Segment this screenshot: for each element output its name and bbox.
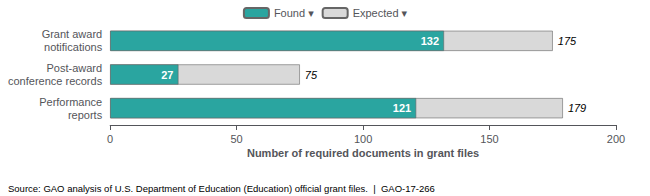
- svg-text:Performance: Performance: [39, 96, 102, 108]
- svg-text:50: 50: [230, 133, 242, 145]
- svg-text:27: 27: [161, 69, 173, 81]
- svg-text:200: 200: [607, 133, 625, 145]
- svg-text:Number of required documents i: Number of required documents in grant fi…: [247, 147, 479, 159]
- svg-text:179: 179: [568, 102, 586, 114]
- svg-text:reports: reports: [68, 109, 103, 121]
- svg-text:conference records: conference records: [8, 75, 103, 87]
- svg-text:75: 75: [305, 69, 318, 81]
- svg-text:Expected ▾: Expected ▾: [353, 7, 408, 19]
- svg-text:notifications: notifications: [44, 41, 103, 53]
- svg-text:175: 175: [558, 35, 577, 47]
- svg-text:Post-award: Post-award: [47, 62, 103, 74]
- svg-text:150: 150: [480, 133, 498, 145]
- svg-text:121: 121: [393, 102, 411, 114]
- svg-text:0: 0: [107, 133, 113, 145]
- svg-text:Source: GAO analysis of U.S. D: Source: GAO analysis of U.S. Department …: [8, 183, 435, 194]
- svg-text:100: 100: [354, 133, 372, 145]
- svg-text:132: 132: [421, 35, 439, 47]
- svg-text:Grant award: Grant award: [42, 28, 103, 40]
- svg-text:Found ▾: Found ▾: [274, 7, 314, 19]
